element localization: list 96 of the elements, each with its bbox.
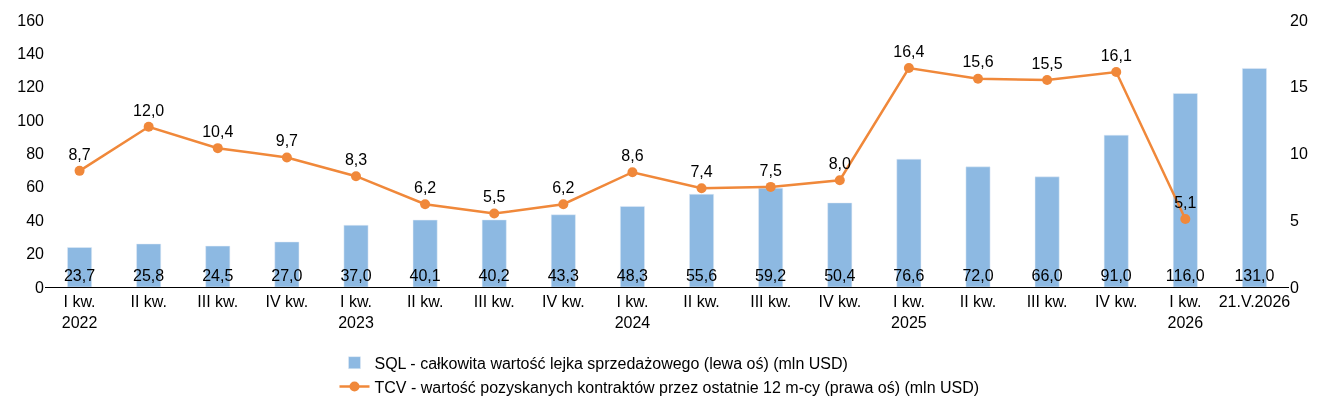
x-tick-label: IV kw.: [818, 293, 862, 311]
y-tick-label: 160: [17, 11, 45, 29]
bar: [481, 219, 507, 287]
data-label: 7,4: [690, 162, 713, 180]
data-label: 116,0: [1165, 267, 1205, 284]
x-tick-label: II kw.: [130, 293, 167, 311]
bar: [896, 158, 922, 287]
data-label: 37,0: [340, 267, 372, 284]
data-label: 15,6: [962, 53, 994, 71]
bar: [1103, 134, 1129, 287]
legend-label: SQL - całkowita wartość lejka sprzedażowego (lewa oś) (mln USD): [374, 354, 848, 372]
x-tick-label: IV kw.: [265, 293, 309, 311]
point: [627, 167, 638, 178]
x-tick-label: 21.V.2026: [1218, 293, 1291, 311]
point: [1180, 213, 1191, 224]
data-label: 66,0: [1031, 267, 1063, 284]
x-tick-label: III kw.: [197, 293, 239, 311]
x-tick-label: I kw. 2024: [614, 293, 651, 331]
point: [973, 73, 983, 84]
data-label: 8,3: [344, 150, 368, 168]
point: [420, 199, 431, 210]
x-tick-label: II kw.: [959, 293, 997, 311]
data-label: 10,4: [202, 122, 234, 140]
bar: [965, 166, 991, 287]
x-tick-label: I kw. 2026: [1167, 293, 1204, 331]
data-label: 48,3: [616, 267, 649, 284]
bar: [758, 187, 784, 287]
data-label: 6,2: [552, 178, 575, 196]
point: [1042, 75, 1053, 86]
point: [696, 183, 707, 194]
data-label: 24,5: [202, 267, 234, 284]
data-label: 43,3: [547, 267, 579, 284]
data-label: 16,4: [893, 42, 925, 60]
y-tick-label: 40: [26, 211, 45, 229]
x-tick-label: IV kw.: [1094, 293, 1138, 311]
y2-tick-label: 10: [1290, 145, 1308, 163]
point: [489, 208, 500, 219]
data-label: 25,8: [133, 267, 165, 284]
bar: [274, 241, 300, 287]
data-label: 131,0: [1234, 267, 1275, 284]
x-tick-label: I kw. 2023: [338, 293, 374, 331]
y2-tick-label: 15: [1290, 78, 1308, 96]
y2-tick-label: 5: [1290, 211, 1299, 229]
y-tick-label: 140: [17, 44, 45, 62]
x-tick-label: III kw.: [1026, 293, 1068, 311]
point: [1111, 67, 1122, 78]
x-tick-label: I kw. 2025: [891, 293, 927, 331]
data-label: 8,6: [621, 146, 644, 164]
y-tick-label: 80: [26, 145, 45, 163]
y-tick-label: 120: [17, 78, 45, 96]
data-label: 23,7: [63, 267, 96, 284]
y-tick-label: 20: [26, 245, 45, 263]
data-label: 7,5: [759, 161, 782, 179]
x-tick-label: II kw.: [683, 293, 720, 311]
data-label: 8,7: [68, 145, 91, 163]
y2-tick-label: 20: [1290, 11, 1308, 29]
data-label: 40,1: [409, 267, 441, 284]
y-tick-label: 0: [35, 278, 45, 296]
point: [74, 165, 85, 176]
point: [281, 152, 292, 163]
data-label: 9,7: [275, 132, 299, 150]
y2-tick-label: 0: [1290, 278, 1299, 296]
data-label: 59,2: [755, 267, 787, 284]
bar: [412, 219, 438, 287]
y-tick-label: 60: [26, 178, 45, 196]
point: [351, 171, 361, 182]
data-label: 6,2: [413, 178, 437, 196]
data-label: 91,0: [1100, 267, 1132, 284]
bar: [343, 225, 369, 287]
point: [558, 199, 569, 210]
point: [765, 181, 776, 192]
data-label: 72,0: [962, 267, 994, 284]
data-label: 76,6: [893, 267, 925, 284]
legend-label: TCV - wartość pozyskanych kontraktów przez ostatnie 12 m-cy (prawa oś) (mln USD): [374, 378, 980, 396]
point: [212, 143, 223, 154]
data-label: 12,0: [133, 101, 165, 119]
x-tick-label: III kw.: [473, 293, 515, 311]
x-tick-label: I kw. 2022: [61, 293, 98, 331]
x-tick-label: II kw.: [406, 293, 444, 311]
point: [903, 63, 914, 74]
data-label: 16,1: [1100, 46, 1132, 64]
bar: [1034, 176, 1060, 287]
data-label: 5,5: [483, 188, 506, 206]
data-label: 50,4: [824, 267, 856, 284]
bar: [827, 202, 853, 287]
x-tick-label: III kw.: [750, 293, 792, 311]
point: [834, 175, 845, 186]
y-tick-label: 100: [17, 111, 45, 129]
bar: [205, 245, 231, 287]
data-label: 55,6: [685, 267, 718, 284]
x-tick-label: IV kw.: [541, 293, 585, 311]
data-label: 27,0: [271, 267, 303, 284]
point: [143, 121, 154, 132]
data-label: 40,2: [478, 267, 510, 284]
data-label: 8,0: [828, 154, 851, 172]
data-label: 15,5: [1031, 54, 1063, 72]
